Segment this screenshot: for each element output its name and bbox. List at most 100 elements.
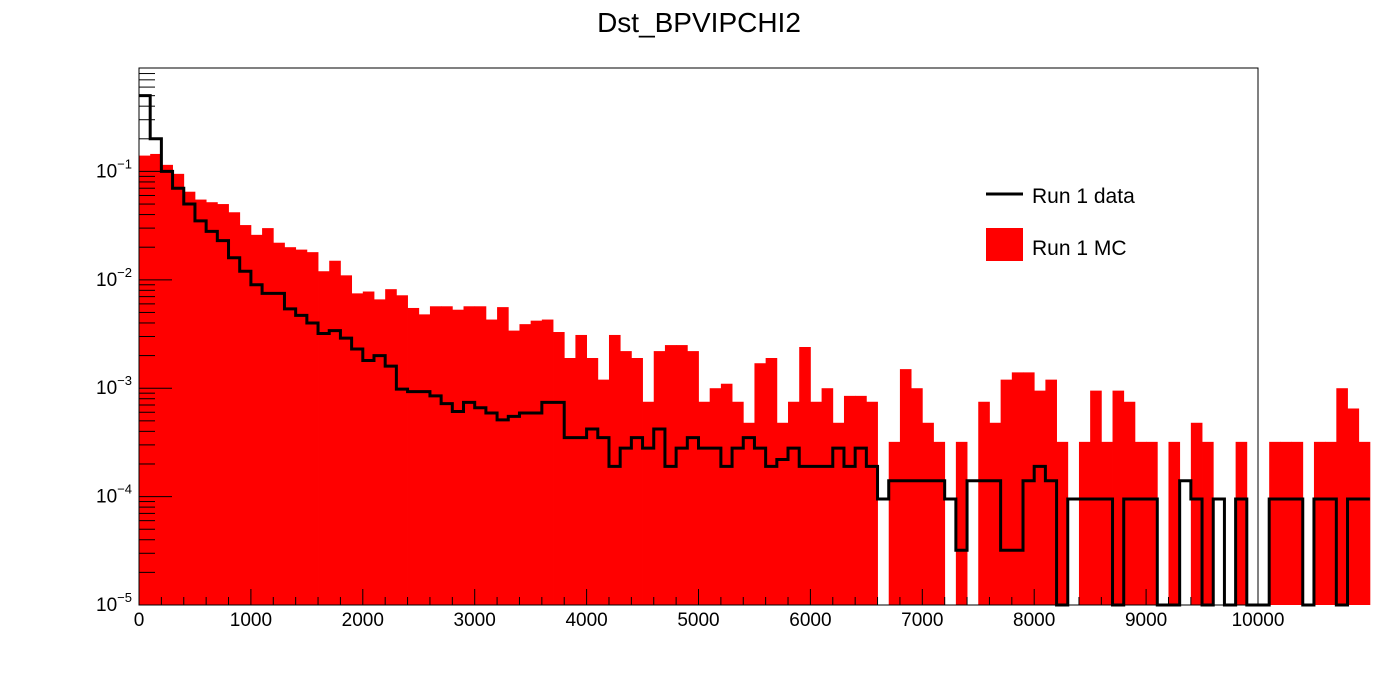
mc-bar [1358, 441, 1371, 605]
mc-bar [1000, 379, 1013, 605]
x-tick-label: 5000 [677, 610, 719, 631]
mc-bar [273, 242, 285, 605]
mc-bar [1190, 422, 1203, 605]
legend: Run 1 data Run 1 MC [986, 185, 1135, 261]
mc-bar [810, 401, 822, 605]
mc-bar [989, 422, 1002, 605]
mc-bar [743, 422, 755, 605]
mc-bar [1336, 388, 1348, 605]
mc-bar [888, 441, 901, 605]
x-tick-label: 10000 [1232, 610, 1285, 631]
mc-bar [407, 307, 420, 605]
mc-bar [642, 401, 655, 605]
mc-bar [1168, 441, 1181, 605]
mc-bar [1280, 441, 1292, 605]
mc-bar [832, 422, 845, 605]
mc-bar [955, 441, 968, 605]
mc-bar [530, 320, 543, 605]
mc-bar [262, 228, 274, 606]
axes: 0 1000 2000 3000 4000 5000 6000 7000 8000 9000 100… [96, 67, 1285, 631]
mc-bar [161, 164, 173, 606]
mc-bar [183, 191, 196, 606]
mc-bar [788, 401, 800, 605]
mc-bar [373, 299, 386, 605]
mc-bar [631, 358, 643, 605]
mc-bar [206, 202, 218, 605]
mc-bar [340, 275, 353, 605]
mc-bar [250, 234, 263, 605]
mc-bar [150, 153, 162, 605]
mc-bar [497, 307, 509, 605]
mc-bar [978, 401, 990, 605]
mc-bar [754, 363, 767, 605]
chart-title: Dst_BPVIPCHI2 [597, 7, 801, 38]
mc-bar [463, 306, 476, 605]
mc-bar [564, 358, 576, 605]
mc-bar [441, 306, 453, 605]
mc-bar [295, 249, 308, 606]
mc-bar [776, 422, 789, 605]
legend-mc-swatch [986, 228, 1023, 261]
mc-bar [452, 309, 464, 605]
mc-bar [1269, 441, 1281, 605]
mc-bar [1123, 401, 1136, 605]
mc-bar [664, 345, 677, 605]
mc-bar [553, 332, 565, 605]
mc-bar [172, 173, 185, 605]
mc-bar [1291, 441, 1304, 605]
mc-bar [1235, 441, 1248, 605]
mc-bar [396, 295, 408, 605]
mc-bar [508, 330, 520, 605]
mc-bar [1347, 408, 1360, 605]
x-tick-label: 1000 [230, 610, 272, 631]
x-tick-label: 8000 [1013, 610, 1055, 631]
mc-bar [362, 291, 375, 605]
legend-mc-label: Run 1 MC [1032, 237, 1127, 260]
mc-bar [385, 289, 397, 605]
mc-bar [575, 334, 587, 605]
mc-bar [698, 401, 711, 605]
x-tick-label: 2000 [342, 610, 384, 631]
mc-bar [1313, 441, 1326, 605]
mc-bar [194, 199, 207, 605]
mc-bar [732, 401, 744, 605]
plot-area [139, 94, 1371, 607]
mc-bar [866, 401, 878, 605]
mc-bar [821, 388, 834, 605]
mc-bar [318, 271, 330, 605]
mc-bar [541, 319, 554, 605]
mc-bar [1112, 390, 1125, 605]
mc-bar [620, 351, 632, 605]
mc-bar [351, 293, 364, 605]
mc-bar [799, 347, 811, 605]
mc-bar [1202, 441, 1214, 605]
mc-bar [586, 358, 599, 605]
mc-bar [329, 260, 341, 605]
x-tick-label: 9000 [1125, 610, 1167, 631]
mc-bar [1023, 372, 1035, 605]
mc-bar [1146, 441, 1158, 605]
mc-bar [1325, 441, 1337, 605]
data-step-line [139, 94, 1370, 607]
mc-bar [911, 388, 923, 605]
mc-bar [855, 395, 867, 605]
mc-bar [1011, 372, 1024, 605]
y-tick-label: 10−3 [96, 373, 132, 399]
y-tick-label: 10−5 [96, 590, 132, 616]
y-tick-label: 10−4 [96, 482, 132, 508]
mc-bar [709, 388, 722, 605]
mc-bar [843, 395, 856, 605]
mc-bar [720, 383, 733, 605]
mc-bar [418, 314, 431, 605]
mc-bar [429, 306, 442, 605]
mc-bar [922, 422, 934, 605]
mc-bar [653, 351, 666, 605]
mc-bar [239, 225, 252, 606]
mc-bar [474, 306, 487, 605]
x-tick-label: 3000 [454, 610, 496, 631]
mc-bar [1045, 379, 1057, 605]
legend-data-label: Run 1 data [1032, 185, 1135, 208]
mc-bar [519, 324, 532, 605]
mc-bar [1034, 390, 1046, 605]
